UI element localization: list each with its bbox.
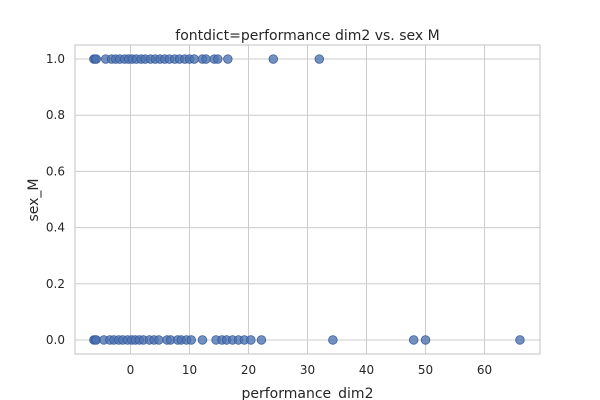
data-point — [91, 54, 101, 64]
data-point — [409, 335, 419, 345]
y-tick-label: 0.8 — [46, 108, 65, 122]
data-points — [89, 54, 525, 345]
x-tick-label: 0 — [127, 363, 135, 377]
data-point — [515, 335, 525, 345]
data-point — [197, 335, 208, 345]
x-tick-label: 40 — [359, 363, 374, 377]
data-point — [201, 54, 211, 64]
data-point — [186, 335, 196, 345]
data-point — [314, 54, 325, 64]
y-tick-label: 0.6 — [46, 164, 65, 178]
x-tick-labels: 0 10 20 30 40 50 60 — [127, 363, 493, 377]
y-tick-label: 0.4 — [46, 221, 65, 235]
x-tick-label: 50 — [418, 363, 433, 377]
data-point — [154, 335, 164, 345]
data-point — [223, 54, 233, 64]
data-point — [420, 335, 431, 345]
y-tick-labels: 0.0 0.2 0.4 0.6 0.8 1.0 — [46, 52, 65, 347]
data-point — [328, 335, 338, 345]
x-tick-label: 10 — [182, 363, 197, 377]
data-point — [268, 54, 278, 64]
y-tick-label: 0.2 — [46, 277, 65, 291]
x-tick-label: 30 — [300, 363, 315, 377]
y-tick-label: 1.0 — [46, 52, 65, 66]
x-tick-label: 60 — [477, 363, 492, 377]
y-tick-label: 0.0 — [46, 333, 65, 347]
x-axis-label: performance_dim2 — [242, 386, 374, 400]
data-point — [189, 54, 199, 64]
data-point — [213, 54, 223, 64]
data-point — [246, 335, 256, 345]
y-axis-label: sex_M — [26, 178, 42, 221]
data-point — [256, 335, 267, 345]
x-tick-label: 20 — [241, 363, 256, 377]
chart-title: fontdict=performance dim2 vs. sex M — [175, 28, 439, 44]
